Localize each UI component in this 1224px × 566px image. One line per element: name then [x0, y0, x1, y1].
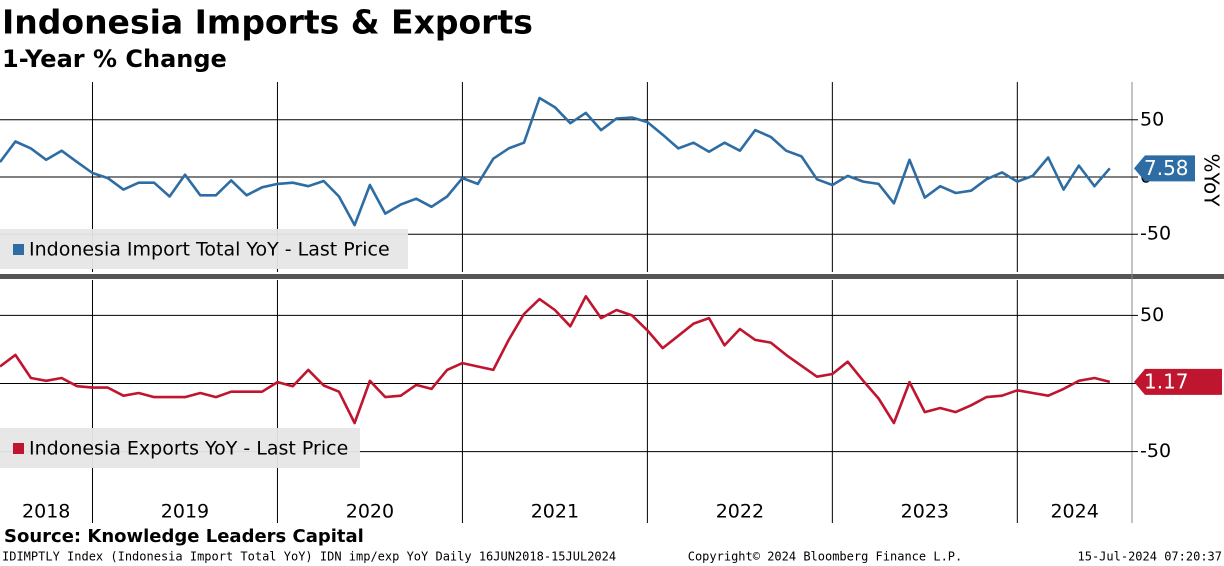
y-tick-label: 50: [1140, 108, 1164, 130]
series-line: [0, 295, 1111, 425]
footer-right: 15-Jul-2024 07:20:37: [1078, 550, 1223, 564]
last-value-tag: [1134, 155, 1195, 182]
x-tick-label: 2024: [1050, 501, 1098, 523]
x-tick-label: 2021: [531, 501, 579, 523]
chart-subtitle: 1-Year % Change: [2, 45, 227, 73]
footer-left: IDIMPTLY Index (Indonesia Import Total Y…: [2, 550, 616, 564]
y-tick-label: -50: [1140, 440, 1171, 462]
legend-swatch: [13, 443, 24, 454]
footer-center: Copyright© 2024 Bloomberg Finance L.P.: [688, 550, 963, 564]
y-tick-label: 50: [1140, 304, 1164, 326]
source: Source: Knowledge Leaders Capital: [4, 526, 364, 547]
y-tick-label: -50: [1140, 223, 1171, 245]
x-tick-label: 2020: [346, 501, 394, 523]
chart-title: Indonesia Imports & Exports: [2, 3, 533, 42]
last-value-label: 1.17: [1144, 369, 1189, 393]
last-value-tag: [1134, 368, 1222, 395]
series-line: [0, 96, 1111, 227]
legend-label: Indonesia Import Total YoY - Last Price: [29, 239, 390, 261]
x-tick-label: 2018: [22, 501, 70, 523]
legend-box: [0, 229, 408, 269]
y-axis-label: %YoY: [1200, 153, 1224, 207]
x-tick-label: 2023: [901, 501, 949, 523]
panel-separator: [0, 274, 1224, 279]
legend-box: [0, 428, 360, 468]
last-value-label: 7.58: [1144, 156, 1189, 180]
legend-label: Indonesia Exports YoY - Last Price: [29, 438, 348, 460]
x-tick-label: 2019: [161, 501, 209, 523]
x-tick-label: 2022: [716, 501, 764, 523]
legend-swatch: [13, 244, 24, 255]
